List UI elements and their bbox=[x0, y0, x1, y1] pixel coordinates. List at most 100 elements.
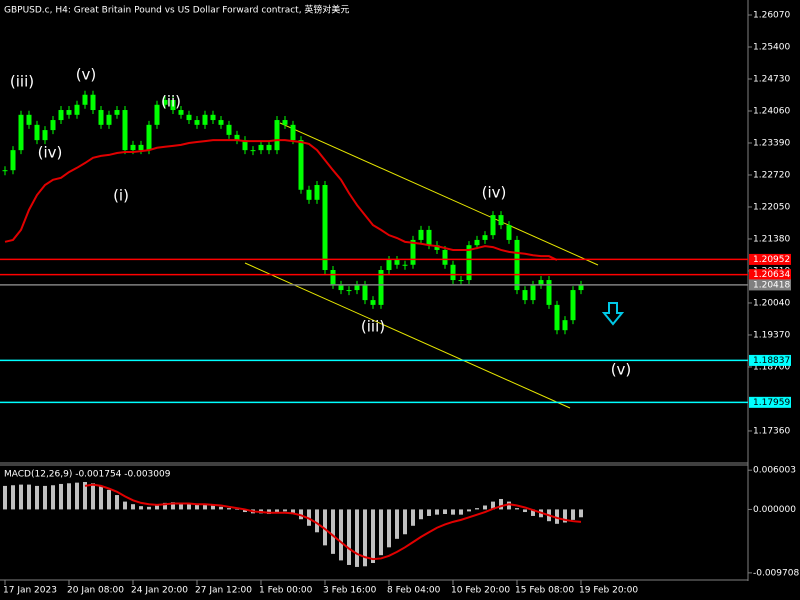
histogram-bar bbox=[339, 509, 343, 561]
histogram-bar bbox=[555, 509, 559, 524]
candle bbox=[250, 150, 256, 152]
candle bbox=[514, 239, 520, 291]
channel-line bbox=[244, 262, 571, 409]
x-tick-label: 3 Feb 16:00 bbox=[323, 586, 377, 596]
histogram-bar bbox=[219, 506, 223, 510]
x-tick-label: 1 Feb 00:00 bbox=[259, 586, 313, 596]
y-tick-label: 1.25400 bbox=[753, 42, 790, 52]
histogram-bar bbox=[75, 482, 79, 510]
histogram-bar bbox=[323, 509, 327, 546]
wave-label: (v) bbox=[76, 66, 97, 84]
candle bbox=[450, 264, 456, 281]
candle bbox=[290, 124, 296, 141]
candle bbox=[298, 140, 304, 190]
candle bbox=[434, 245, 440, 250]
y-tick-label: 0.006003 bbox=[753, 466, 796, 476]
histogram-bar bbox=[571, 509, 575, 520]
candle bbox=[170, 100, 176, 111]
candle bbox=[354, 284, 360, 291]
candle bbox=[74, 104, 80, 115]
candle bbox=[490, 215, 496, 236]
histogram-bar bbox=[347, 509, 351, 565]
histogram-bar bbox=[403, 509, 407, 535]
histogram-bar bbox=[147, 506, 151, 510]
candle bbox=[314, 185, 320, 200]
candle bbox=[330, 270, 336, 285]
level-label: 1.20634 bbox=[753, 270, 790, 280]
y-tick-label: 1.22720 bbox=[753, 170, 790, 180]
chart-title: GBPUSD.c, H4: Great Britain Pound vs US … bbox=[4, 4, 349, 16]
candle bbox=[58, 110, 64, 121]
histogram-bar bbox=[579, 509, 583, 518]
candle bbox=[506, 225, 512, 240]
x-tick-label: 15 Feb 08:00 bbox=[515, 586, 574, 596]
histogram-bar bbox=[211, 505, 215, 510]
histogram-bar bbox=[387, 509, 391, 548]
candle bbox=[466, 245, 472, 281]
candle bbox=[66, 110, 72, 115]
histogram-bar bbox=[27, 484, 31, 510]
histogram-bar bbox=[467, 509, 471, 512]
candle bbox=[194, 120, 200, 125]
channel-line bbox=[279, 122, 599, 266]
level-label-box bbox=[749, 269, 791, 281]
level-label-box bbox=[749, 279, 791, 291]
wave-label: (iii) bbox=[361, 318, 385, 336]
level-label-box bbox=[749, 396, 791, 408]
candle bbox=[338, 284, 344, 291]
histogram-bar bbox=[99, 485, 103, 510]
candle bbox=[346, 290, 352, 292]
candle bbox=[226, 124, 232, 135]
y-tick-label: 1.19370 bbox=[753, 330, 790, 340]
candle bbox=[258, 144, 264, 151]
line bbox=[84, 483, 582, 561]
candle bbox=[50, 120, 56, 131]
wave-label: (i) bbox=[113, 187, 129, 205]
level-label: 1.20952 bbox=[753, 255, 790, 265]
candle bbox=[546, 280, 552, 305]
histogram-bar bbox=[523, 509, 527, 513]
candle bbox=[442, 249, 448, 265]
histogram-bar bbox=[43, 485, 47, 510]
histogram-bar bbox=[371, 509, 375, 564]
y-tick-label: 1.21380 bbox=[753, 234, 790, 244]
y-tick-label: 1.22050 bbox=[753, 202, 790, 212]
candle bbox=[530, 284, 536, 301]
histogram-bar bbox=[115, 495, 119, 510]
histogram-bar bbox=[427, 509, 431, 516]
x-tick-label: 24 Jan 20:00 bbox=[131, 586, 188, 596]
candle bbox=[106, 114, 112, 125]
histogram-bar bbox=[83, 481, 87, 510]
candle bbox=[122, 110, 128, 151]
histogram-bar bbox=[203, 504, 207, 510]
candle bbox=[274, 120, 280, 151]
histogram-bar bbox=[411, 509, 415, 526]
candle bbox=[26, 114, 32, 125]
candle bbox=[378, 270, 384, 305]
candle bbox=[538, 280, 544, 285]
histogram-bar bbox=[155, 504, 159, 510]
y-tick-label: -0.009708 bbox=[753, 568, 799, 578]
candle bbox=[418, 229, 424, 240]
level-label: 1.18837 bbox=[753, 356, 790, 366]
histogram-bar bbox=[179, 502, 183, 510]
histogram-bar bbox=[363, 509, 367, 567]
candle bbox=[482, 235, 488, 240]
histogram-bar bbox=[59, 483, 63, 510]
level-label-box bbox=[749, 253, 791, 265]
candle bbox=[474, 239, 480, 246]
candle bbox=[82, 94, 88, 105]
x-tick-label: 20 Jan 08:00 bbox=[67, 586, 124, 596]
histogram-bar bbox=[227, 508, 231, 510]
histogram-bar bbox=[243, 509, 247, 513]
candle bbox=[186, 114, 192, 121]
wave-label: (iii) bbox=[10, 73, 34, 91]
histogram-bar bbox=[171, 502, 175, 510]
candle bbox=[154, 104, 160, 125]
histogram-bar bbox=[531, 509, 535, 516]
candle bbox=[426, 229, 432, 246]
wave-label: (iv) bbox=[38, 144, 63, 162]
histogram-bar bbox=[459, 509, 463, 515]
